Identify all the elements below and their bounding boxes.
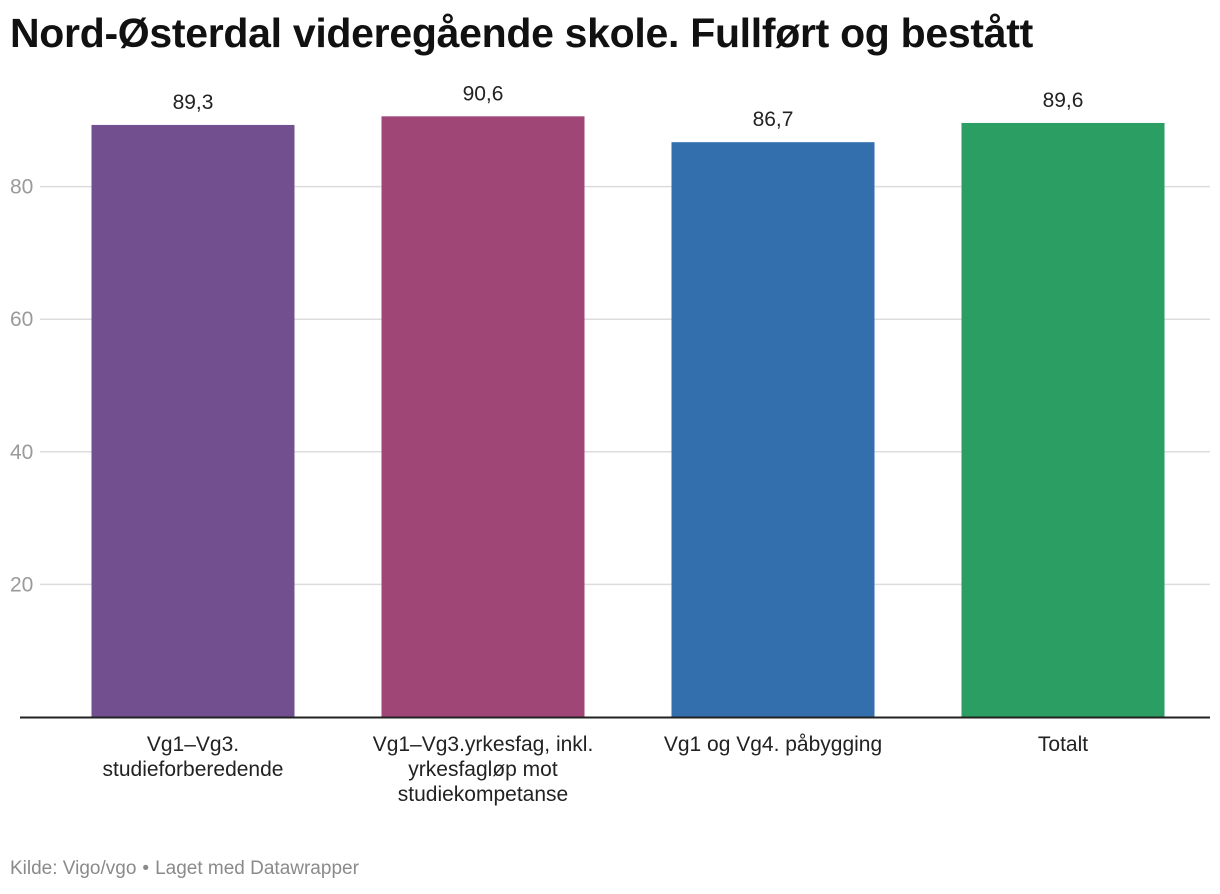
y-tick-label: 40 bbox=[10, 441, 33, 464]
category-label: Vg1–Vg3.yrkesfag, inkl. yrkesfagløp mot … bbox=[372, 733, 594, 806]
y-tick-label: 60 bbox=[10, 308, 33, 331]
source-note: Kilde: Vigo/vgo bbox=[10, 858, 137, 879]
credit-note: Laget med Datawrapper bbox=[155, 858, 359, 879]
value-label: 89,6 bbox=[1043, 89, 1084, 112]
y-tick-label: 20 bbox=[10, 573, 33, 596]
value-label: 86,7 bbox=[753, 108, 794, 131]
bar-1[interactable] bbox=[91, 124, 295, 718]
bar-4[interactable] bbox=[961, 122, 1165, 717]
bar-2[interactable] bbox=[381, 116, 585, 717]
chart-title: Nord-Østerdal videregående skole. Fullfø… bbox=[10, 10, 1033, 56]
chart-footer: Kilde: Vigo/vgo • Laget med Datawrapper bbox=[10, 858, 359, 880]
bar-3[interactable] bbox=[671, 142, 875, 717]
category-label: Vg1 og Vg4. påbygging bbox=[663, 733, 883, 756]
y-tick-label: 80 bbox=[10, 176, 33, 199]
value-label: 89,3 bbox=[173, 91, 214, 114]
category-label: Totalt bbox=[1037, 733, 1089, 756]
value-label: 90,6 bbox=[463, 82, 504, 105]
footer-separator: • bbox=[142, 858, 150, 879]
category-label: Vg1–Vg3. studieforberedende bbox=[102, 733, 284, 781]
